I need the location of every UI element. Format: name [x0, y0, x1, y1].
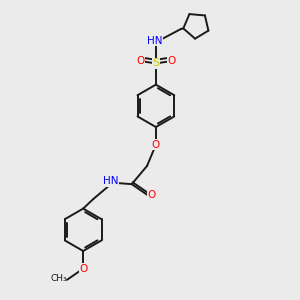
Text: HN: HN	[147, 36, 162, 46]
Text: O: O	[152, 140, 160, 150]
Text: O: O	[136, 56, 145, 66]
Text: S: S	[152, 58, 160, 68]
Text: CH₃: CH₃	[50, 274, 67, 283]
Text: O: O	[79, 264, 87, 274]
Text: O: O	[147, 190, 156, 200]
Text: O: O	[167, 56, 175, 66]
Text: HN: HN	[103, 176, 118, 186]
